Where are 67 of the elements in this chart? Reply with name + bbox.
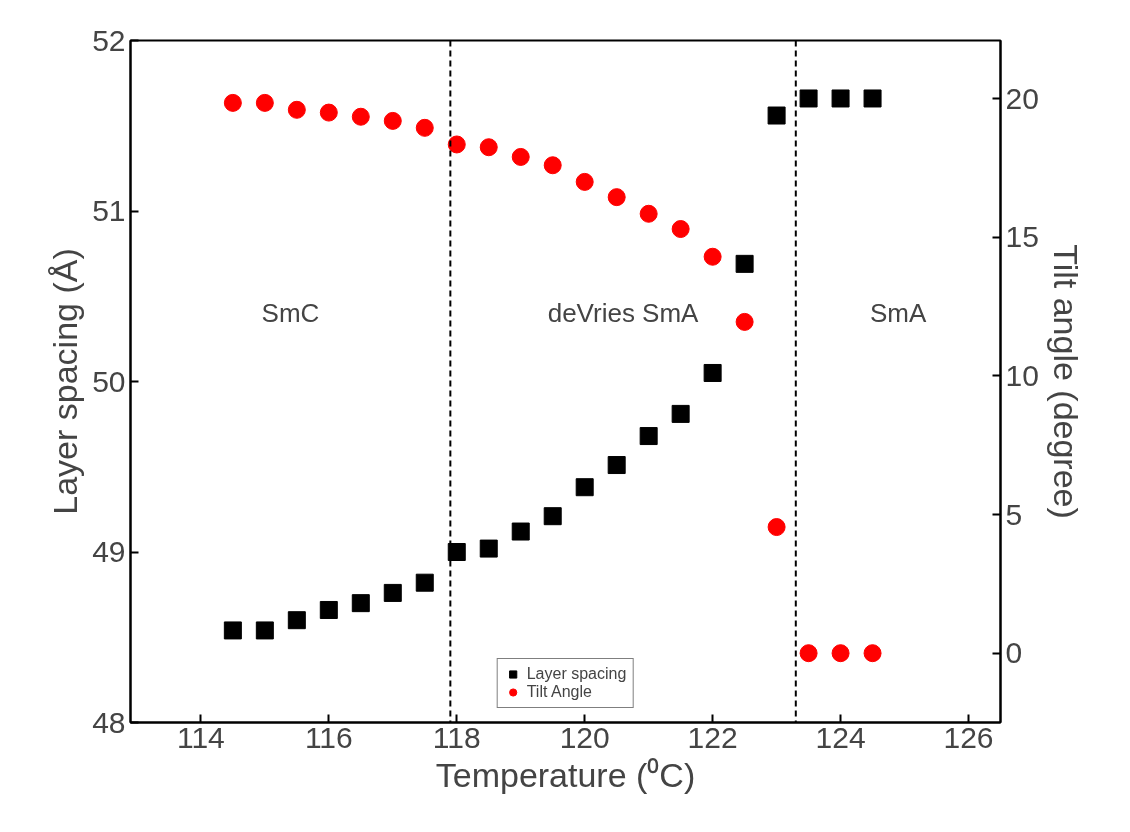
point <box>863 644 882 663</box>
point <box>607 456 626 475</box>
x-tick-label: 126 <box>943 720 994 754</box>
annotation: deVries SmA <box>547 298 700 329</box>
y2-tick-label: 20 <box>1005 81 1039 115</box>
x-tick-label: 124 <box>815 720 866 754</box>
point <box>639 427 658 446</box>
legend-label: Layer spacing <box>526 665 627 683</box>
point <box>639 204 658 223</box>
point <box>735 312 754 331</box>
annotation: SmC <box>261 298 320 329</box>
point <box>767 106 786 125</box>
point <box>735 254 754 273</box>
point <box>479 539 498 558</box>
point <box>415 573 434 592</box>
y2-axis-title: Tilt angle (degree) <box>1046 244 1085 519</box>
point <box>447 543 466 561</box>
point <box>799 89 818 108</box>
point <box>415 118 434 137</box>
y-axis-title: Layer spacing (Å) <box>46 248 85 515</box>
point <box>575 172 594 191</box>
point <box>351 594 370 613</box>
point <box>543 156 562 175</box>
point <box>319 600 338 619</box>
point <box>223 93 242 112</box>
y-tick-label: 50 <box>92 364 126 398</box>
x-tick-label: 114 <box>176 720 225 754</box>
point <box>575 478 594 497</box>
point <box>767 518 786 537</box>
point <box>831 89 850 108</box>
y2-tick-label: 5 <box>1005 497 1023 531</box>
point <box>703 363 722 382</box>
point <box>703 247 722 266</box>
point <box>799 644 818 663</box>
point <box>383 583 402 602</box>
point <box>383 111 402 130</box>
x-tick-label: 122 <box>687 720 738 754</box>
point <box>607 188 626 207</box>
point <box>255 93 274 112</box>
point <box>831 644 850 663</box>
x-tick-label: 120 <box>559 720 610 754</box>
point <box>511 522 530 541</box>
point <box>255 621 274 640</box>
point <box>223 621 242 640</box>
y2-tick-label: 0 <box>1005 636 1023 670</box>
x-tick-label: 118 <box>432 720 481 754</box>
point <box>479 138 498 157</box>
legend-label: Tilt Angle <box>526 683 592 701</box>
point <box>543 507 562 526</box>
point <box>351 107 370 126</box>
point <box>511 147 530 166</box>
y-tick-label: 51 <box>92 194 126 227</box>
point <box>447 135 466 154</box>
y-tick-label: 52 <box>92 23 126 57</box>
point <box>319 103 338 122</box>
point <box>671 220 690 238</box>
point <box>287 611 306 630</box>
y2-tick-label: 15 <box>1005 220 1039 254</box>
point <box>287 100 306 119</box>
y-tick-label: 49 <box>92 535 126 568</box>
point <box>671 404 690 423</box>
y-tick-label: 48 <box>92 705 126 739</box>
annotation: SmA <box>869 298 927 329</box>
point <box>863 89 882 108</box>
x-tick-label: 116 <box>304 720 353 754</box>
y2-tick-label: 10 <box>1005 358 1039 392</box>
x-axis-title: Temperature (⁰C) <box>435 755 696 794</box>
